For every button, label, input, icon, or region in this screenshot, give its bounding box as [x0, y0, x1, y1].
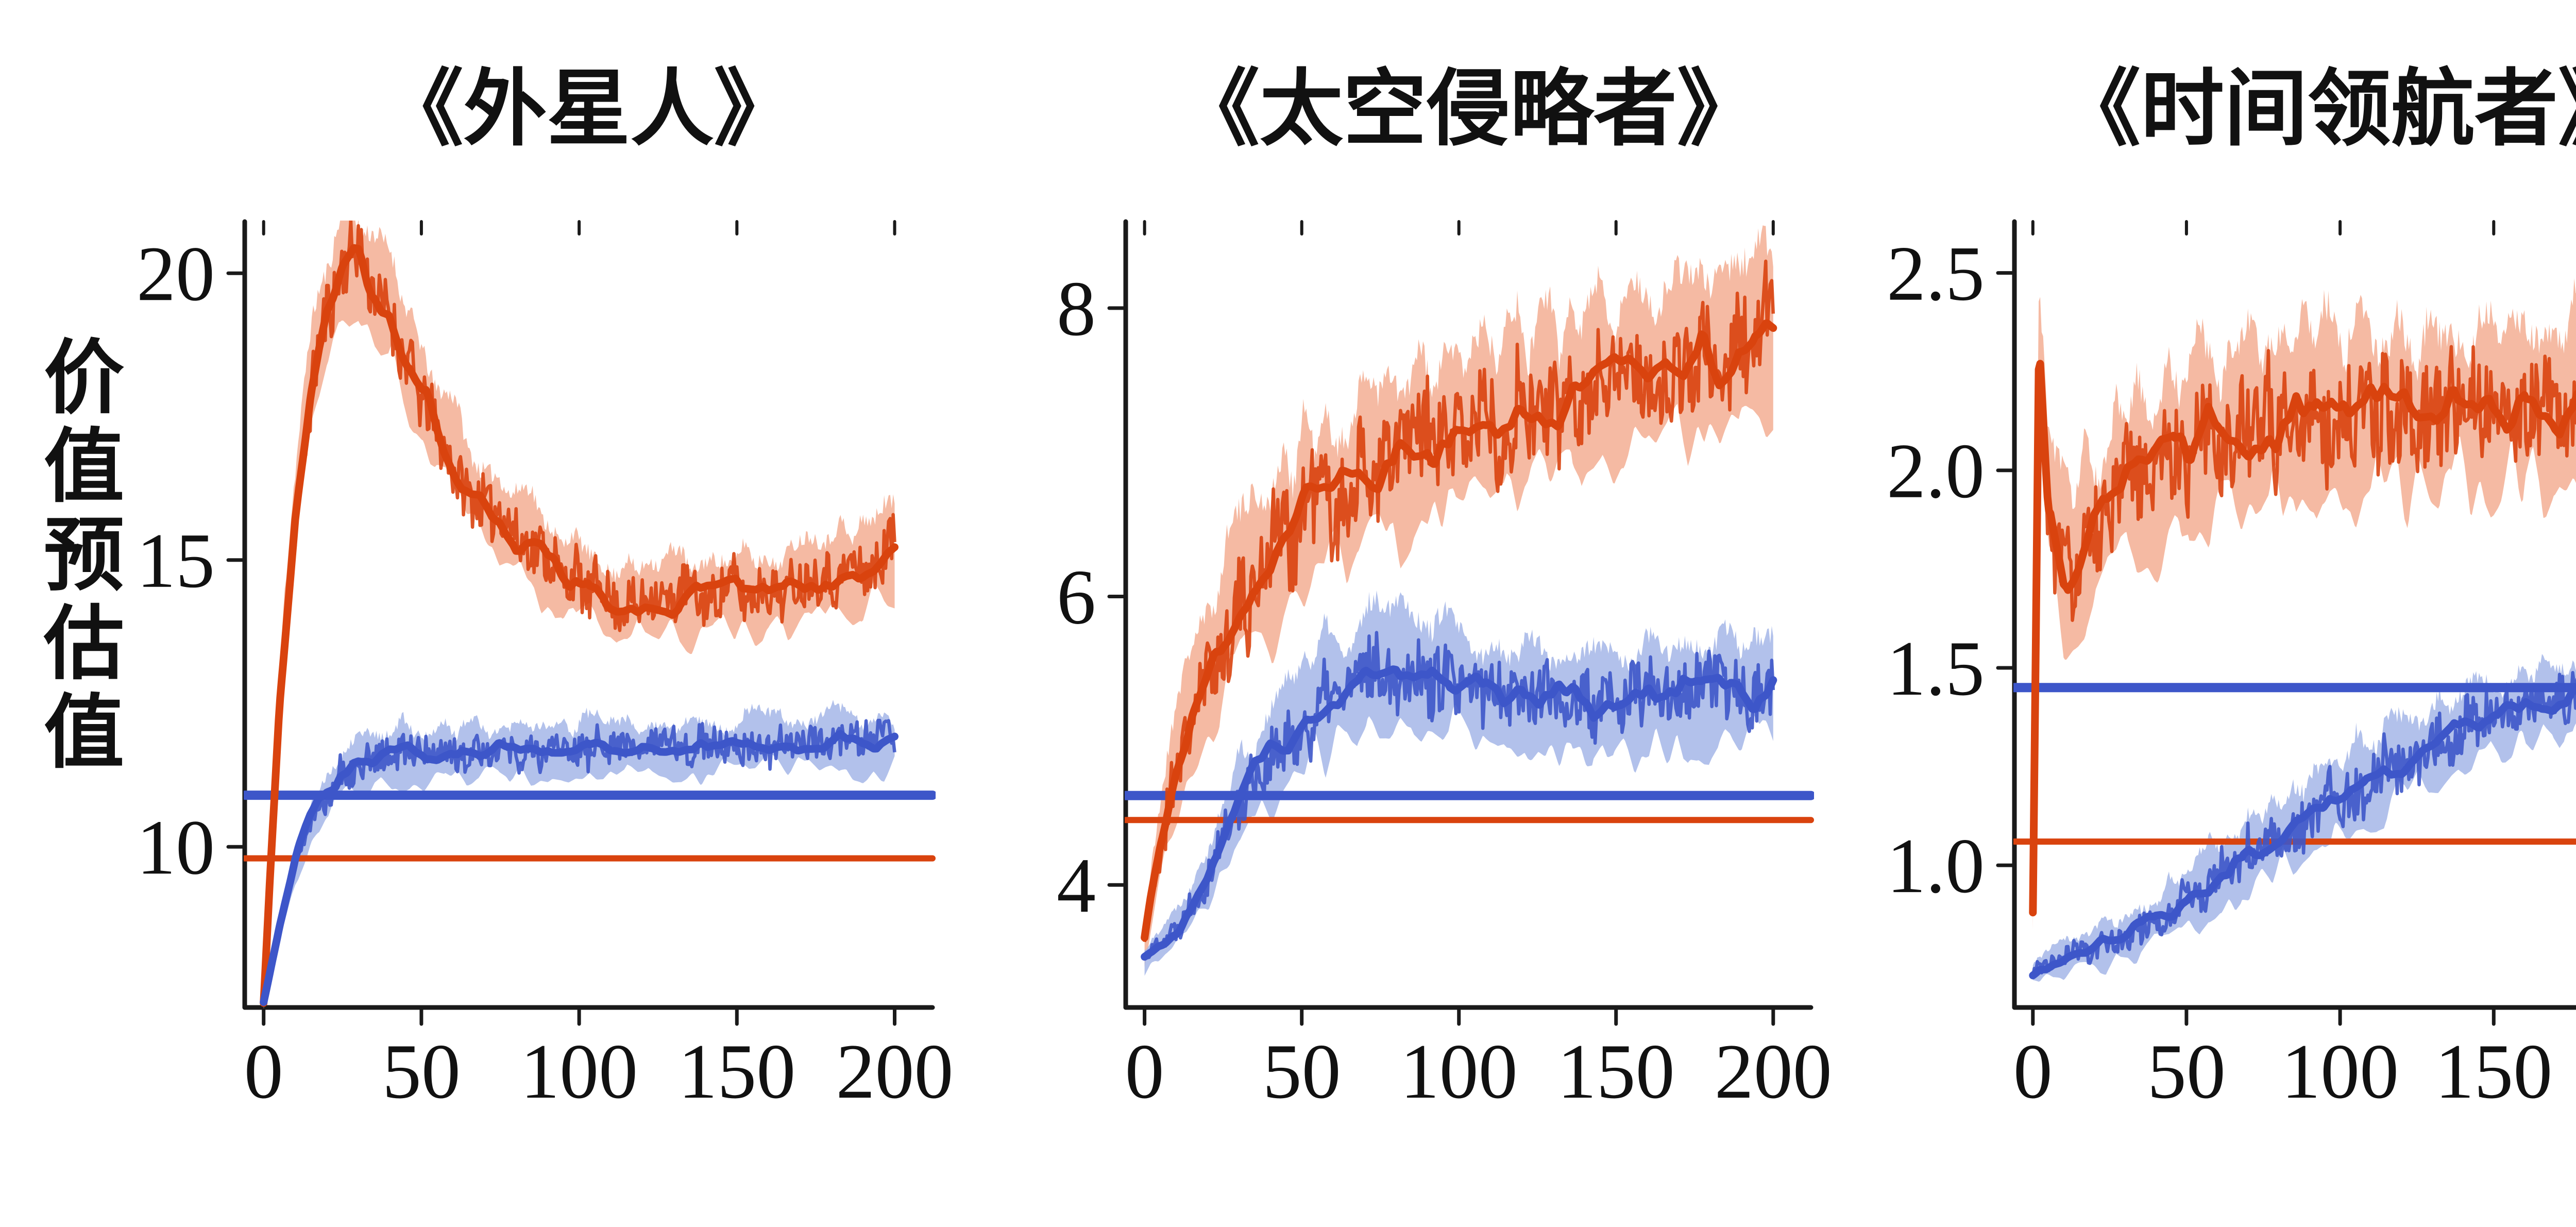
svg-text:8: 8 — [1057, 265, 1096, 352]
svg-text:50: 50 — [382, 1028, 461, 1115]
svg-text:10: 10 — [137, 804, 215, 890]
chart-title-time-pilot: 《时间领航者》 — [2057, 61, 2576, 158]
svg-text:15: 15 — [137, 517, 215, 604]
svg-text:150: 150 — [678, 1028, 795, 1115]
svg-text:6: 6 — [1057, 554, 1096, 641]
svg-text:100: 100 — [1400, 1028, 1518, 1115]
svg-text:100: 100 — [2281, 1028, 2399, 1115]
svg-text:0: 0 — [2013, 1028, 2053, 1115]
y-axis-label: 价值预估值 — [30, 335, 124, 778]
svg-text:150: 150 — [2435, 1028, 2552, 1115]
svg-text:1.0: 1.0 — [1887, 822, 1985, 909]
chart-title-alien: 《外星人》 — [380, 61, 798, 158]
svg-text:50: 50 — [1263, 1028, 1341, 1115]
chart-title-space-invaders: 《太空侵略者》 — [1176, 61, 1760, 158]
svg-text:0: 0 — [244, 1028, 283, 1115]
svg-text:150: 150 — [1557, 1028, 1675, 1115]
svg-text:100: 100 — [520, 1028, 638, 1115]
svg-text:4: 4 — [1057, 842, 1096, 929]
svg-text:1.5: 1.5 — [1887, 625, 1985, 712]
svg-text:2.0: 2.0 — [1887, 428, 1985, 514]
svg-text:50: 50 — [2147, 1028, 2226, 1115]
svg-text:20: 20 — [137, 230, 215, 317]
svg-text:200: 200 — [836, 1028, 954, 1115]
svg-text:2.5: 2.5 — [1887, 230, 1985, 317]
svg-text:0: 0 — [1125, 1028, 1164, 1115]
svg-text:200: 200 — [1715, 1028, 1832, 1115]
